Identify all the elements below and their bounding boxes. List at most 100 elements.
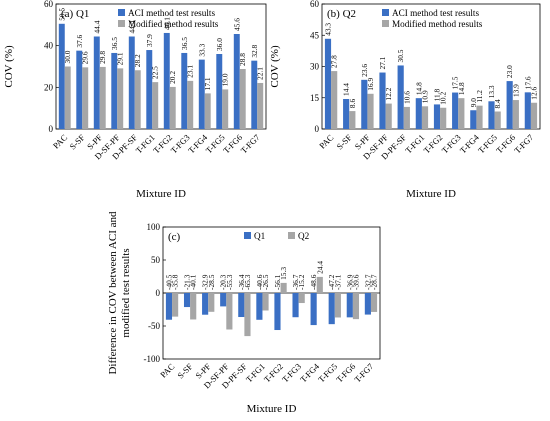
bar-series1 (343, 99, 350, 129)
bar-series2 (512, 100, 519, 129)
data-label: 29.6 (81, 51, 90, 64)
bar-series1 (346, 293, 353, 318)
data-label: -28.7 (370, 274, 379, 290)
bar-series2 (172, 293, 179, 317)
legend-swatch (244, 232, 251, 239)
bar-series1 (238, 293, 245, 318)
panel-title: (a) Q1 (61, 8, 89, 20)
legend-swatch (118, 20, 125, 27)
y-tick-label: 0 (315, 124, 320, 134)
data-label: -15.2 (297, 274, 306, 290)
data-label: 17.1 (203, 77, 212, 90)
data-label: -40.6 (255, 274, 264, 290)
legend-label: Modified method results (128, 19, 219, 29)
bar-series1 (183, 293, 191, 308)
plot-frame (55, 3, 267, 130)
y-tick-label: 30 (310, 62, 320, 72)
x-axis-label: Mixture ID (136, 188, 186, 200)
data-label: 44.4 (92, 20, 101, 33)
chart-panel-c: -100 -50 0 50 100 -40.5 -21.3 -32.9 -20.3 -36.4 -4… (107, 211, 381, 415)
bar-series1 (292, 293, 299, 318)
y-tick-label: 0 (49, 124, 54, 134)
bar-series2 (117, 68, 124, 129)
category-label: T-FG5 (476, 132, 499, 155)
bar-series1 (220, 293, 227, 307)
data-label: 27.8 (330, 55, 339, 68)
category-label: T-FG2 (262, 361, 285, 384)
bar-series1 (364, 293, 371, 315)
category-label: T-FG1 (134, 132, 157, 155)
data-label: -40.1 (189, 274, 198, 290)
bar-series2 (385, 103, 392, 129)
bar-series2 (226, 293, 233, 330)
bar-series2 (494, 111, 501, 129)
category-label: T-FG3 (280, 361, 303, 384)
data-label: -65.3 (243, 274, 252, 290)
y-axis-label: COV (%) (3, 45, 15, 88)
bar-series2 (316, 276, 323, 293)
bar-series1 (361, 79, 368, 129)
bar-series1 (506, 81, 513, 129)
bar-series1 (379, 72, 386, 129)
data-label: -36.4 (237, 274, 246, 290)
bar-series2 (440, 107, 447, 129)
bar-series1 (76, 50, 83, 129)
category-label: T-FG5 (204, 132, 227, 155)
legend-swatch (382, 20, 389, 27)
bar-series1 (128, 36, 135, 129)
data-label: 11.2 (475, 90, 484, 103)
bar-series2 (458, 98, 465, 129)
bar-series1 (233, 34, 240, 129)
data-label: 19.0 (221, 73, 230, 86)
bar-series2 (64, 66, 71, 129)
data-label: -39.6 (351, 274, 360, 290)
bar-series1 (165, 293, 173, 320)
data-label: 30.5 (396, 49, 405, 62)
category-label: T-FG3 (169, 132, 192, 155)
bar-series1 (202, 293, 209, 315)
y-tick-label: 45 (310, 30, 320, 40)
data-label: 14.8 (414, 82, 423, 95)
bar-series2 (99, 66, 106, 129)
data-label: 45.6 (232, 18, 241, 31)
data-label: 28.8 (238, 53, 247, 66)
data-label: -55.3 (225, 274, 234, 290)
bar-series1 (415, 98, 422, 129)
data-label: 9.0 (469, 98, 478, 108)
bar-series1 (324, 38, 332, 129)
data-label: -32.9 (201, 274, 210, 290)
category-label: PAC (158, 361, 177, 380)
data-label: -56.1 (273, 274, 282, 290)
data-label: -28.5 (207, 274, 216, 290)
category-label: S-SF (175, 361, 194, 380)
bar-series2 (370, 293, 378, 312)
data-label: -26.5 (261, 274, 270, 290)
data-label: -20.3 (219, 274, 228, 290)
data-label: 11.8 (432, 88, 441, 101)
bar-series2 (222, 89, 229, 129)
bar-series1 (433, 104, 441, 129)
legend-swatch (118, 9, 125, 16)
bar-series1 (198, 59, 205, 129)
category-label: T-FG7 (239, 132, 263, 156)
data-label: 32.8 (250, 44, 259, 57)
bar-series1 (524, 92, 531, 129)
bar-series1 (274, 293, 281, 331)
data-label: 10.6 (402, 91, 411, 104)
data-label: 14.8 (457, 82, 466, 95)
data-label: -32.7 (363, 274, 372, 290)
data-label: 28.2 (133, 54, 142, 67)
bar-series2 (352, 293, 360, 320)
data-label: 20.2 (168, 71, 177, 84)
y-tick-label: 50 (151, 255, 161, 265)
panel-title: (b) Q2 (327, 8, 356, 20)
legend-label: ACI method test results (128, 8, 215, 18)
bar-series1 (111, 52, 118, 130)
plot-frame (321, 3, 541, 130)
bar-series1 (58, 23, 65, 130)
bar-series2 (421, 106, 429, 129)
x-axis-label: Mixture ID (406, 188, 456, 200)
bar-series1 (452, 92, 459, 129)
data-label: -40.5 (164, 274, 173, 290)
